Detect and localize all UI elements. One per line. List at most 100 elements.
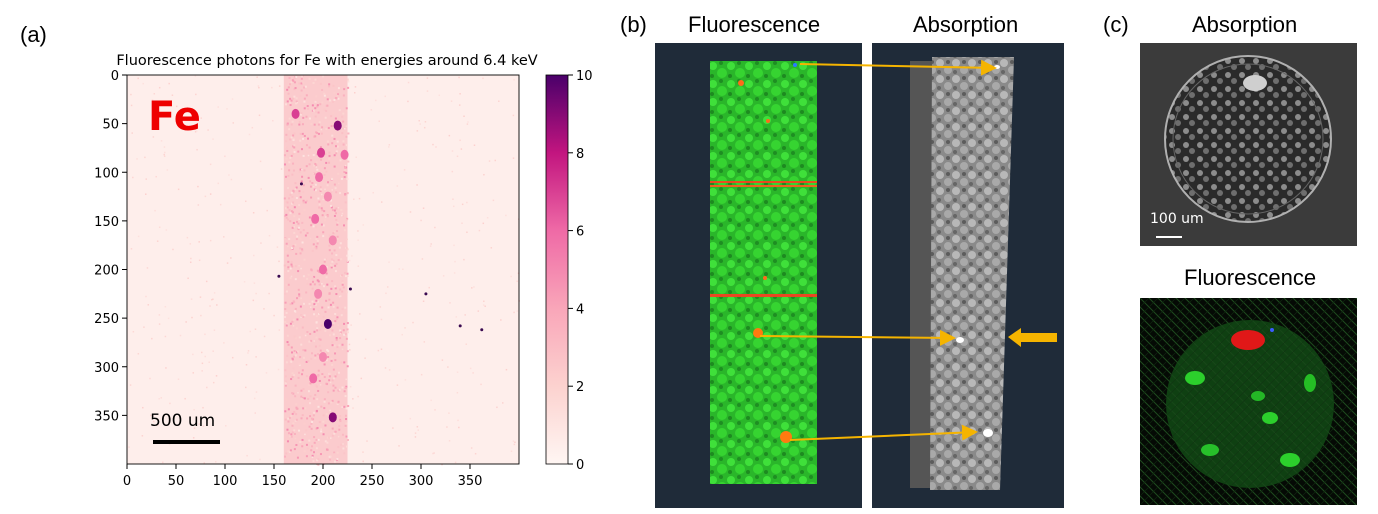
- background-speckle: [417, 429, 419, 431]
- background-speckle: [474, 452, 477, 455]
- background-speckle: [470, 447, 473, 449]
- background-speckle: [191, 316, 193, 319]
- speckle-pixel: [292, 392, 295, 395]
- background-speckle: [147, 304, 150, 306]
- speckle-pixel: [314, 384, 317, 387]
- background-speckle: [512, 114, 515, 117]
- background-speckle: [349, 385, 352, 388]
- speckle-pixel: [299, 237, 302, 240]
- speckle-pixel: [295, 100, 298, 103]
- background-speckle: [453, 272, 456, 274]
- speckle-pixel: [338, 388, 341, 391]
- background-speckle: [516, 310, 518, 312]
- speckle-pixel: [330, 258, 333, 261]
- y-tick-label: 250: [94, 312, 119, 327]
- speckle-pixel: [314, 393, 317, 396]
- speckle-pixel: [313, 441, 316, 444]
- speckle-pixel: [300, 417, 303, 420]
- background-speckle: [280, 168, 283, 170]
- background-speckle: [494, 159, 497, 162]
- hotspot: [311, 213, 320, 224]
- speckle-pixel: [316, 105, 319, 108]
- speckle-pixel: [318, 344, 321, 347]
- background-speckle: [192, 372, 195, 374]
- speckle-pixel: [315, 161, 318, 164]
- speckle-pixel: [294, 265, 297, 268]
- scale-bar: [153, 440, 220, 444]
- background-speckle: [128, 446, 130, 448]
- background-speckle: [177, 378, 180, 380]
- speckle-pixel: [333, 432, 336, 435]
- speckle-pixel: [345, 135, 348, 138]
- speckle-pixel: [342, 112, 345, 115]
- background-speckle: [447, 366, 449, 368]
- speckle-pixel: [323, 407, 326, 410]
- speckle-pixel: [303, 302, 306, 305]
- speckle-pixel: [293, 374, 296, 377]
- speckle-pixel: [309, 402, 312, 405]
- speckle-pixel: [300, 77, 303, 80]
- speckle-pixel: [302, 229, 305, 232]
- speckle-pixel: [317, 438, 320, 441]
- speckle-pixel: [311, 352, 314, 355]
- speckle-pixel: [334, 285, 337, 288]
- speckle-pixel: [284, 214, 287, 217]
- speckle-pixel: [315, 409, 318, 412]
- background-speckle: [163, 153, 165, 156]
- background-speckle: [345, 125, 348, 127]
- speckle-pixel: [294, 354, 297, 357]
- speckle-pixel: [292, 134, 295, 137]
- speckle-pixel: [331, 252, 334, 255]
- background-speckle: [163, 155, 166, 158]
- background-speckle: [130, 104, 133, 107]
- speckle-pixel: [326, 104, 329, 107]
- speckle-pixel: [300, 395, 303, 398]
- speckle-pixel: [291, 424, 294, 427]
- speckle-pixel: [289, 104, 292, 107]
- speckle-pixel: [316, 168, 319, 171]
- speckle-pixel: [339, 329, 342, 332]
- background-speckle: [459, 93, 461, 95]
- speckle-pixel: [313, 436, 316, 439]
- background-speckle: [278, 260, 280, 263]
- background-speckle: [258, 86, 260, 89]
- background-speckle: [192, 437, 195, 439]
- speckle-pixel: [315, 247, 318, 250]
- speckle-pixel: [339, 420, 342, 423]
- speckle-pixel: [347, 160, 350, 163]
- speckle-pixel: [319, 349, 322, 352]
- speckle-pixel: [292, 152, 295, 155]
- background-speckle: [249, 330, 251, 333]
- background-speckle: [255, 292, 257, 295]
- speckle-pixel: [284, 418, 287, 421]
- speckle-pixel: [304, 407, 307, 410]
- speckle-pixel: [315, 299, 318, 302]
- speckle-pixel: [311, 300, 314, 303]
- speckle-pixel: [325, 276, 328, 279]
- background-speckle: [200, 420, 202, 423]
- background-speckle: [260, 188, 262, 190]
- speckle-pixel: [308, 146, 311, 149]
- speckle-pixel: [342, 94, 345, 97]
- background-speckle: [296, 101, 299, 104]
- speckle-pixel: [335, 262, 338, 265]
- speckle-pixel: [294, 384, 297, 387]
- speckle-pixel: [298, 204, 301, 207]
- speckle-pixel: [297, 376, 300, 379]
- speckle-pixel: [303, 397, 306, 400]
- speckle-pixel: [298, 120, 301, 123]
- speckle-pixel: [299, 113, 302, 116]
- background-speckle: [212, 138, 214, 140]
- speckle-pixel: [286, 100, 289, 103]
- background-speckle: [294, 311, 297, 313]
- background-speckle: [465, 343, 468, 345]
- speckle-pixel: [286, 254, 289, 257]
- speckle-pixel: [301, 373, 304, 376]
- background-speckle: [514, 441, 516, 444]
- speckle-pixel: [330, 264, 333, 267]
- speckle-pixel: [328, 151, 331, 154]
- background-speckle: [498, 100, 500, 102]
- speckle-pixel: [296, 456, 299, 459]
- background-speckle: [243, 281, 246, 283]
